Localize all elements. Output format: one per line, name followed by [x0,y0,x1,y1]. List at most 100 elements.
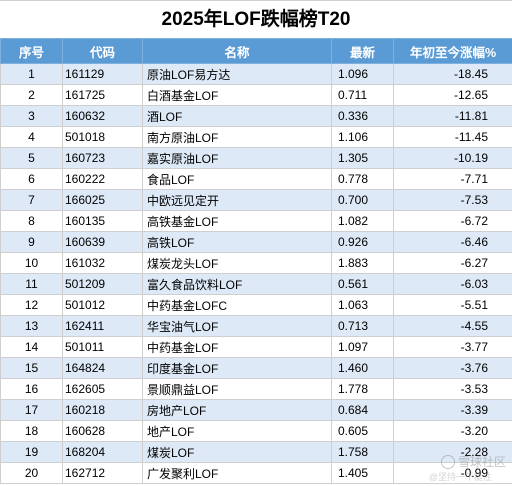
cell-rank: 2 [0,84,63,106]
cell-code: 161725 [62,84,143,106]
cell-name: 食品LOF [142,168,332,190]
cell-rank: 10 [0,252,63,274]
cell-rank: 5 [0,147,63,169]
cell-name: 房地产LOF [142,399,332,421]
cell-name: 广发聚利LOF [142,462,332,484]
cell-change: -3.53 [393,378,512,400]
cell-price: 1.097 [331,336,394,358]
cell-code: 160218 [62,399,143,421]
table-row: 17 160218 房地产LOF 0.684 -3.39 [0,399,512,421]
cell-rank: 3 [0,105,63,127]
cell-price: 0.336 [331,105,394,127]
cell-name: 华宝油气LOF [142,315,332,337]
cell-name: 酒LOF [142,105,332,127]
cell-code: 501011 [62,336,143,358]
cell-change: -12.65 [393,84,512,106]
cell-name: 煤炭LOF [142,441,332,463]
table-header-row: 序号 代码 名称 最新 年初至今涨幅% [0,38,512,64]
cell-price: 1.405 [331,462,394,484]
cell-name: 中药基金LOF [142,336,332,358]
cell-name: 中药基金LOFC [142,294,332,316]
cell-rank: 6 [0,168,63,190]
cell-code: 160135 [62,210,143,232]
header-rank: 序号 [0,38,63,64]
cell-name: 景顺鼎益LOF [142,378,332,400]
cell-rank: 1 [0,63,63,85]
cell-price: 0.926 [331,231,394,253]
cell-change: -10.19 [393,147,512,169]
cell-name: 印度基金LOF [142,357,332,379]
watermark: 雪球社区 [440,453,506,470]
cell-name: 原油LOF易方达 [142,63,332,85]
cell-change: -11.45 [393,126,512,148]
cell-change: -6.27 [393,252,512,274]
cell-rank: 15 [0,357,63,379]
cell-rank: 9 [0,231,63,253]
cell-code: 161032 [62,252,143,274]
cell-change: -3.77 [393,336,512,358]
cell-code: 166025 [62,189,143,211]
cell-rank: 20 [0,462,63,484]
header-code: 代码 [62,38,143,64]
table-row: 5 160723 嘉实原油LOF 1.305 -10.19 [0,147,512,169]
cell-rank: 17 [0,399,63,421]
cell-price: 1.883 [331,252,394,274]
cell-price: 1.758 [331,441,394,463]
table-row: 11 501209 富久食品饮料LOF 0.561 -6.03 [0,273,512,295]
table-title: 2025年LOF跌幅榜T20 [0,0,512,38]
cell-rank: 12 [0,294,63,316]
cell-rank: 14 [0,336,63,358]
cell-change: -5.51 [393,294,512,316]
cell-code: 501209 [62,273,143,295]
cell-price: 0.605 [331,420,394,442]
cell-name: 白酒基金LOF [142,84,332,106]
table-row: 9 160639 高铁LOF 0.926 -6.46 [0,231,512,253]
cell-name: 嘉实原油LOF [142,147,332,169]
cell-rank: 19 [0,441,63,463]
cell-change: -3.76 [393,357,512,379]
cell-code: 160222 [62,168,143,190]
table-row: 4 501018 南方原油LOF 1.106 -11.45 [0,126,512,148]
cell-price: 0.778 [331,168,394,190]
cell-name: 南方原油LOF [142,126,332,148]
table-row: 12 501012 中药基金LOFC 1.063 -5.51 [0,294,512,316]
cell-rank: 18 [0,420,63,442]
cell-price: 1.063 [331,294,394,316]
table-row: 13 162411 华宝油气LOF 0.713 -4.55 [0,315,512,337]
header-change: 年初至今涨幅% [393,38,512,64]
cell-change: -6.03 [393,273,512,295]
cell-price: 0.711 [331,84,394,106]
cell-change: -6.72 [393,210,512,232]
cell-code: 160639 [62,231,143,253]
header-price: 最新 [331,38,394,64]
cell-code: 501018 [62,126,143,148]
cell-code: 501012 [62,294,143,316]
table-row: 20 162712 广发聚利LOF 1.405 -0.99 [0,462,512,484]
cell-name: 地产LOF [142,420,332,442]
cell-name: 中欧远见定开 [142,189,332,211]
cell-price: 0.684 [331,399,394,421]
table-row: 7 166025 中欧远见定开 0.700 -7.53 [0,189,512,211]
cell-change: -11.81 [393,105,512,127]
cell-change: -7.71 [393,168,512,190]
cell-rank: 4 [0,126,63,148]
cell-rank: 13 [0,315,63,337]
cell-code: 160632 [62,105,143,127]
table-row: 19 168204 煤炭LOF 1.758 -2.28 [0,441,512,463]
cell-change: -0.99 [393,462,512,484]
cell-code: 162411 [62,315,143,337]
cell-price: 1.106 [331,126,394,148]
cell-change: -18.45 [393,63,512,85]
table-row: 15 164824 印度基金LOF 1.460 -3.76 [0,357,512,379]
cell-rank: 7 [0,189,63,211]
cell-change: -6.46 [393,231,512,253]
cell-name: 富久食品饮料LOF [142,273,332,295]
table-row: 16 162605 景顺鼎益LOF 1.778 -3.53 [0,378,512,400]
table-row: 3 160632 酒LOF 0.336 -11.81 [0,105,512,127]
lof-ranking-table: 序号 代码 名称 最新 年初至今涨幅% 1 161129 原油LOF易方达 1.096… [0,38,512,484]
cell-code: 161129 [62,63,143,85]
snowball-logo-icon [440,454,455,469]
table-row: 18 160628 地产LOF 0.605 -3.20 [0,420,512,442]
cell-name: 高铁基金LOF [142,210,332,232]
